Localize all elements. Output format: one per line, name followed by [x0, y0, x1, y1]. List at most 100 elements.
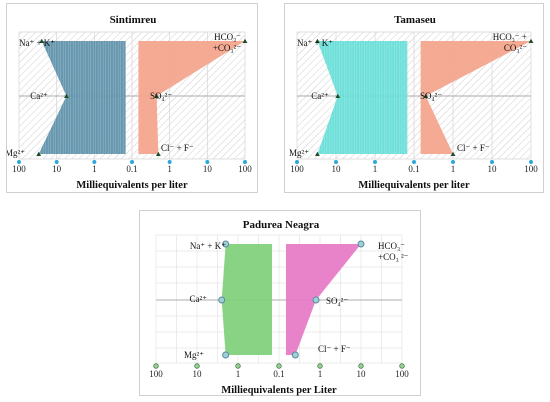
chart-title: Padurea Neagra: [243, 219, 320, 231]
anion-label-line: HCO₃⁻: [378, 241, 405, 251]
x-tick-label: 100: [395, 369, 409, 379]
x-tick-label: 100: [149, 369, 163, 379]
cation-area-texture: [40, 41, 124, 154]
x-axis-tick-dot: [205, 160, 210, 164]
x-tick-label: 1: [318, 369, 323, 379]
x-axis-tick-dot: [399, 363, 405, 369]
anion-point: [242, 38, 248, 43]
cation-label: Na⁺ + K⁺: [297, 38, 333, 48]
x-axis-tick-dot: [167, 160, 172, 164]
x-tick-label: 10: [203, 164, 213, 174]
anion-point: [155, 151, 161, 156]
x-tick-label: 100: [290, 164, 304, 174]
stiff-chart-padurea-neagra: 100 10 1 0.1 1 10 100 Padurea Neagra Milliequiva…: [149, 219, 409, 396]
x-axis-tick-dot: [295, 160, 299, 164]
x-axis-tick-dot: [243, 160, 247, 164]
cation-point: [335, 93, 341, 98]
anion-label-line: HCO₃⁻ +: [493, 32, 527, 42]
x-axis-tick-dot: [276, 363, 282, 369]
x-axis-label: Milliequivalents per liter: [76, 180, 188, 191]
anion-label-line: +CO₃ ²⁻: [378, 252, 409, 262]
anion-label-line: CO₃²⁻: [504, 43, 527, 53]
x-tick-label: 10: [193, 369, 203, 379]
anion-label: Cl⁻ + F⁻: [161, 143, 194, 153]
cation-area: [317, 41, 408, 154]
anion-point: [357, 240, 365, 248]
anion-label: HCO₃⁻ +CO₃²⁻: [213, 32, 241, 53]
x-axis-tick-dot: [334, 160, 338, 164]
anion-area: [138, 41, 245, 154]
cation-point: [222, 351, 230, 359]
x-axis-tick-dot: [451, 160, 455, 164]
x-axis-label: Milliequivalents per Liter: [221, 385, 337, 396]
anion-label: HCO₃⁻ + CO₃²⁻: [493, 32, 527, 53]
cation-label: Mg²⁺: [289, 148, 309, 158]
x-tick-label: 0.1: [126, 164, 137, 174]
chart-title: Sintimreu: [110, 14, 157, 26]
x-axis-tick-dot: [490, 160, 494, 164]
cation-point: [39, 38, 45, 43]
x-tick-label: 100: [238, 164, 252, 174]
cation-label: Ca²⁺: [30, 91, 48, 101]
anion-label: HCO₃⁻ +CO₃ ²⁻: [378, 241, 409, 262]
anion-label-line: +CO₃²⁻: [213, 43, 241, 53]
x-tick-label: 1: [236, 369, 241, 379]
cation-point: [218, 296, 226, 304]
anion-point: [291, 351, 299, 359]
x-axis-tick-dot: [412, 160, 416, 164]
x-tick-label: 10: [357, 369, 367, 379]
x-tick-label: 1: [167, 164, 172, 174]
cation-area: [38, 41, 126, 154]
x-tick-label: 10: [52, 164, 62, 174]
cation-label: Mg²⁺: [7, 148, 25, 158]
x-axis-label: Milliequivalents per liter: [358, 180, 470, 191]
x-tick-label: 100: [524, 164, 538, 174]
x-tick-label: 10: [332, 164, 342, 174]
cation-label: Na⁺ + K⁺: [190, 241, 226, 251]
cation-area: [221, 244, 273, 355]
cation-label: Ca²⁺: [190, 294, 208, 304]
stiff-chart-sintimreu: 100 10 1 0.1 1 10 100 Sintimreu Milliequivalents…: [7, 14, 252, 191]
cation-point: [314, 151, 320, 156]
x-tick-label: 1: [92, 164, 97, 174]
anion-point: [528, 38, 534, 43]
x-tick-label: 0.1: [408, 164, 419, 174]
panel-padurea-neagra: 100 10 1 0.1 1 10 100 Padurea Neagra Milliequiva…: [139, 210, 421, 396]
anion-label: SO₄²⁻: [150, 91, 172, 101]
anion-label: Cl⁻ + F⁻: [318, 344, 351, 354]
x-axis-tick-dot: [529, 160, 533, 164]
anion-point: [154, 93, 160, 98]
anion-label: SO₄²⁻: [420, 91, 442, 101]
panel-tamaseu: 100 10 1 0.1 1 10 100 Tamaseu Milliequivalents p…: [284, 3, 544, 193]
anion-label: Cl⁻ + F⁻: [457, 143, 490, 153]
cation-label: Na⁺ + K⁺: [19, 38, 55, 48]
x-axis-tick-dot: [194, 363, 200, 369]
panel-sintimreu: 100 10 1 0.1 1 10 100 Sintimreu Milliequivalents…: [6, 3, 258, 193]
x-axis-tick-dot: [54, 160, 59, 164]
x-tick-label: 1: [373, 164, 378, 174]
x-axis-tick-dot: [92, 160, 97, 164]
anion-label-line: HCO₃⁻: [214, 32, 241, 42]
x-axis-tick-dot: [130, 160, 134, 164]
x-axis-tick-dot: [17, 160, 21, 164]
anion-area: [420, 41, 531, 154]
anion-point: [423, 93, 429, 98]
x-tick-label: 1: [451, 164, 456, 174]
x-tick-label: 100: [12, 164, 26, 174]
anion-point: [450, 151, 456, 156]
x-axis-tick-dot: [373, 160, 377, 164]
x-axis-tick-dot: [235, 363, 241, 369]
x-tick-label: 10: [488, 164, 498, 174]
stiff-chart-tamaseu: 100 10 1 0.1 1 10 100 Tamaseu Milliequivalents p…: [289, 14, 538, 191]
x-axis-tick-dot: [358, 363, 364, 369]
cation-point: [222, 240, 230, 248]
chart-title: Tamaseu: [394, 14, 436, 26]
anion-area: [285, 244, 361, 355]
anion-label: SO₄²⁻: [326, 296, 348, 306]
x-tick-label: 0.1: [273, 369, 284, 379]
cation-label: Ca²⁺: [311, 91, 329, 101]
x-axis-tick-dot: [153, 363, 159, 369]
cation-point: [64, 93, 69, 98]
anion-point: [312, 296, 320, 304]
cation-point: [36, 151, 42, 156]
